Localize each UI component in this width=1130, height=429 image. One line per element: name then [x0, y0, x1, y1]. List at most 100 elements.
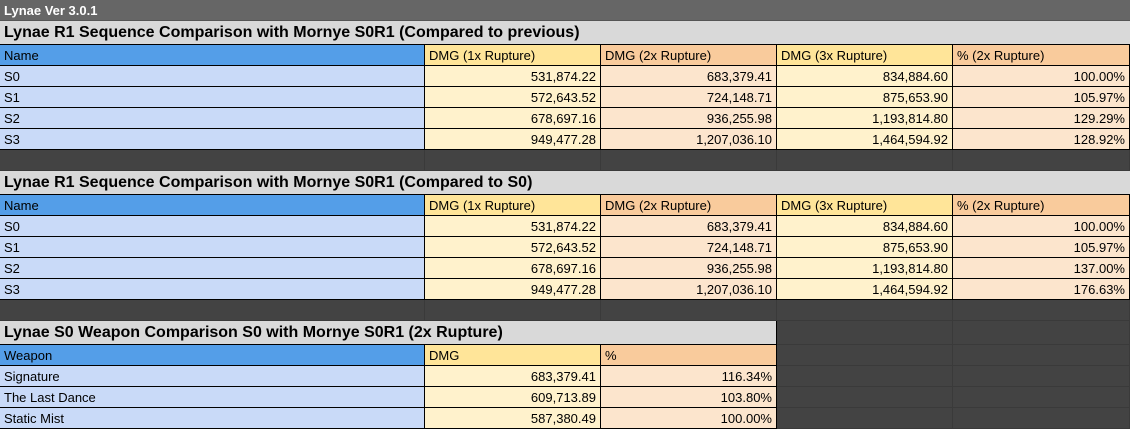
column-header[interactable]: Name [0, 45, 425, 66]
table-row: S0 531,874.22 683,379.41 834,884.60 100.00% [0, 216, 1130, 237]
header-row: Name DMG (1x Rupture) DMG (2x Rupture) DMG … [0, 45, 1130, 66]
table-cell[interactable]: 936,255.98 [601, 258, 777, 279]
table-cell[interactable]: 609,713.89 [425, 387, 601, 408]
table-cell[interactable]: S2 [0, 108, 425, 129]
table-cell[interactable]: S1 [0, 87, 425, 108]
empty-cell[interactable] [953, 321, 1130, 345]
empty-cell[interactable] [425, 150, 601, 171]
column-header[interactable]: DMG (2x Rupture) [601, 45, 777, 66]
empty-cell[interactable] [777, 408, 953, 429]
empty-cell[interactable] [777, 366, 953, 387]
table-cell[interactable]: 936,255.98 [601, 108, 777, 129]
table-cell[interactable]: 834,884.60 [777, 66, 953, 87]
table-cell[interactable]: 724,148.71 [601, 87, 777, 108]
column-header[interactable]: Name [0, 195, 425, 216]
empty-cell[interactable] [953, 300, 1130, 321]
table-cell[interactable]: Signature [0, 366, 425, 387]
title-bar: Lynae Ver 3.0.1 [0, 0, 1130, 21]
table-cell[interactable]: 103.80% [601, 387, 777, 408]
table-row: S2 678,697.16 936,255.98 1,193,814.80 129.29… [0, 108, 1130, 129]
table-cell[interactable]: S1 [0, 237, 425, 258]
column-header[interactable]: DMG (1x Rupture) [425, 195, 601, 216]
table-cell[interactable]: S0 [0, 216, 425, 237]
table-cell[interactable]: 683,379.41 [601, 216, 777, 237]
table-cell[interactable]: 724,148.71 [601, 237, 777, 258]
column-header[interactable]: DMG [425, 345, 601, 366]
table-cell[interactable]: 1,207,036.10 [601, 279, 777, 300]
empty-cell[interactable] [777, 150, 953, 171]
table-cell[interactable]: 1,193,814.80 [777, 258, 953, 279]
table-cell[interactable]: 100.00% [953, 216, 1130, 237]
column-header[interactable]: DMG (1x Rupture) [425, 45, 601, 66]
table-cell[interactable]: 572,643.52 [425, 87, 601, 108]
column-header[interactable]: Weapon [0, 345, 425, 366]
table-cell[interactable]: 1,193,814.80 [777, 108, 953, 129]
table-cell[interactable]: 949,477.28 [425, 279, 601, 300]
table-cell[interactable]: 100.00% [953, 66, 1130, 87]
empty-cell[interactable] [601, 300, 777, 321]
spacer-row [0, 300, 1130, 321]
empty-cell[interactable] [953, 150, 1130, 171]
table-cell[interactable]: 1,464,594.92 [777, 279, 953, 300]
empty-cell[interactable] [777, 300, 953, 321]
table-cell[interactable]: 105.97% [953, 237, 1130, 258]
table-cell[interactable]: Static Mist [0, 408, 425, 429]
empty-cell[interactable] [425, 300, 601, 321]
table-cell[interactable]: 875,653.90 [777, 237, 953, 258]
empty-cell[interactable] [953, 345, 1130, 366]
table-cell[interactable]: 683,379.41 [425, 366, 601, 387]
table-cell[interactable]: 176.63% [953, 279, 1130, 300]
empty-cell[interactable] [777, 387, 953, 408]
empty-cell[interactable] [953, 408, 1130, 429]
table-row: S1 572,643.52 724,148.71 875,653.90 105.97% [0, 87, 1130, 108]
column-header[interactable]: % (2x Rupture) [953, 45, 1130, 66]
table-cell[interactable]: 678,697.16 [425, 258, 601, 279]
table-cell[interactable]: 137.00% [953, 258, 1130, 279]
empty-cell[interactable] [953, 387, 1130, 408]
table-row: S2 678,697.16 936,255.98 1,193,814.80 137.00… [0, 258, 1130, 279]
table-row: S3 949,477.28 1,207,036.10 1,464,594.92 176.… [0, 279, 1130, 300]
table-cell[interactable]: 949,477.28 [425, 129, 601, 150]
empty-cell[interactable] [0, 300, 425, 321]
table-section: Lynae R1 Sequence Comparison with Mornye… [0, 21, 1130, 171]
empty-cell[interactable] [777, 345, 953, 366]
header-row: Weapon DMG% [0, 345, 1130, 366]
table-cell[interactable]: S3 [0, 129, 425, 150]
table-cell[interactable]: 587,380.49 [425, 408, 601, 429]
table-cell[interactable]: 1,464,594.92 [777, 129, 953, 150]
table-row: S1 572,643.52 724,148.71 875,653.90 105.97% [0, 237, 1130, 258]
table-cell[interactable]: 116.34% [601, 366, 777, 387]
column-header[interactable]: % [601, 345, 777, 366]
table-cell[interactable]: 129.29% [953, 108, 1130, 129]
empty-cell[interactable] [953, 366, 1130, 387]
table-cell[interactable]: 531,874.22 [425, 216, 601, 237]
empty-cell[interactable] [0, 150, 425, 171]
table-cell[interactable]: 683,379.41 [601, 66, 777, 87]
table-cell[interactable]: S0 [0, 66, 425, 87]
table-cell[interactable]: 1,207,036.10 [601, 129, 777, 150]
empty-cell[interactable] [777, 321, 953, 345]
table-cell[interactable]: S2 [0, 258, 425, 279]
section-title: Lynae R1 Sequence Comparison with Mornye… [0, 171, 1130, 195]
table-cell[interactable]: 100.00% [601, 408, 777, 429]
table-cell[interactable]: S3 [0, 279, 425, 300]
table-cell[interactable]: 875,653.90 [777, 87, 953, 108]
section-title: Lynae R1 Sequence Comparison with Mornye… [0, 21, 1130, 45]
spacer-row [0, 150, 1130, 171]
column-header[interactable]: DMG (3x Rupture) [777, 195, 953, 216]
table-cell[interactable]: 678,697.16 [425, 108, 601, 129]
table-row: S3 949,477.28 1,207,036.10 1,464,594.92 128.… [0, 129, 1130, 150]
table-cell[interactable]: 105.97% [953, 87, 1130, 108]
table-row: S0 531,874.22 683,379.41 834,884.60 100.00% [0, 66, 1130, 87]
table-cell[interactable]: 572,643.52 [425, 237, 601, 258]
column-header[interactable]: DMG (2x Rupture) [601, 195, 777, 216]
empty-cell[interactable] [601, 150, 777, 171]
table-cell[interactable]: 834,884.60 [777, 216, 953, 237]
column-header[interactable]: DMG (3x Rupture) [777, 45, 953, 66]
header-row: Name DMG (1x Rupture) DMG (2x Rupture) DMG … [0, 195, 1130, 216]
table-cell[interactable]: 128.92% [953, 129, 1130, 150]
table-cell[interactable]: 531,874.22 [425, 66, 601, 87]
column-header[interactable]: % (2x Rupture) [953, 195, 1130, 216]
table-section: Lynae S0 Weapon Comparison S0 with Morny… [0, 321, 1130, 429]
table-cell[interactable]: The Last Dance [0, 387, 425, 408]
